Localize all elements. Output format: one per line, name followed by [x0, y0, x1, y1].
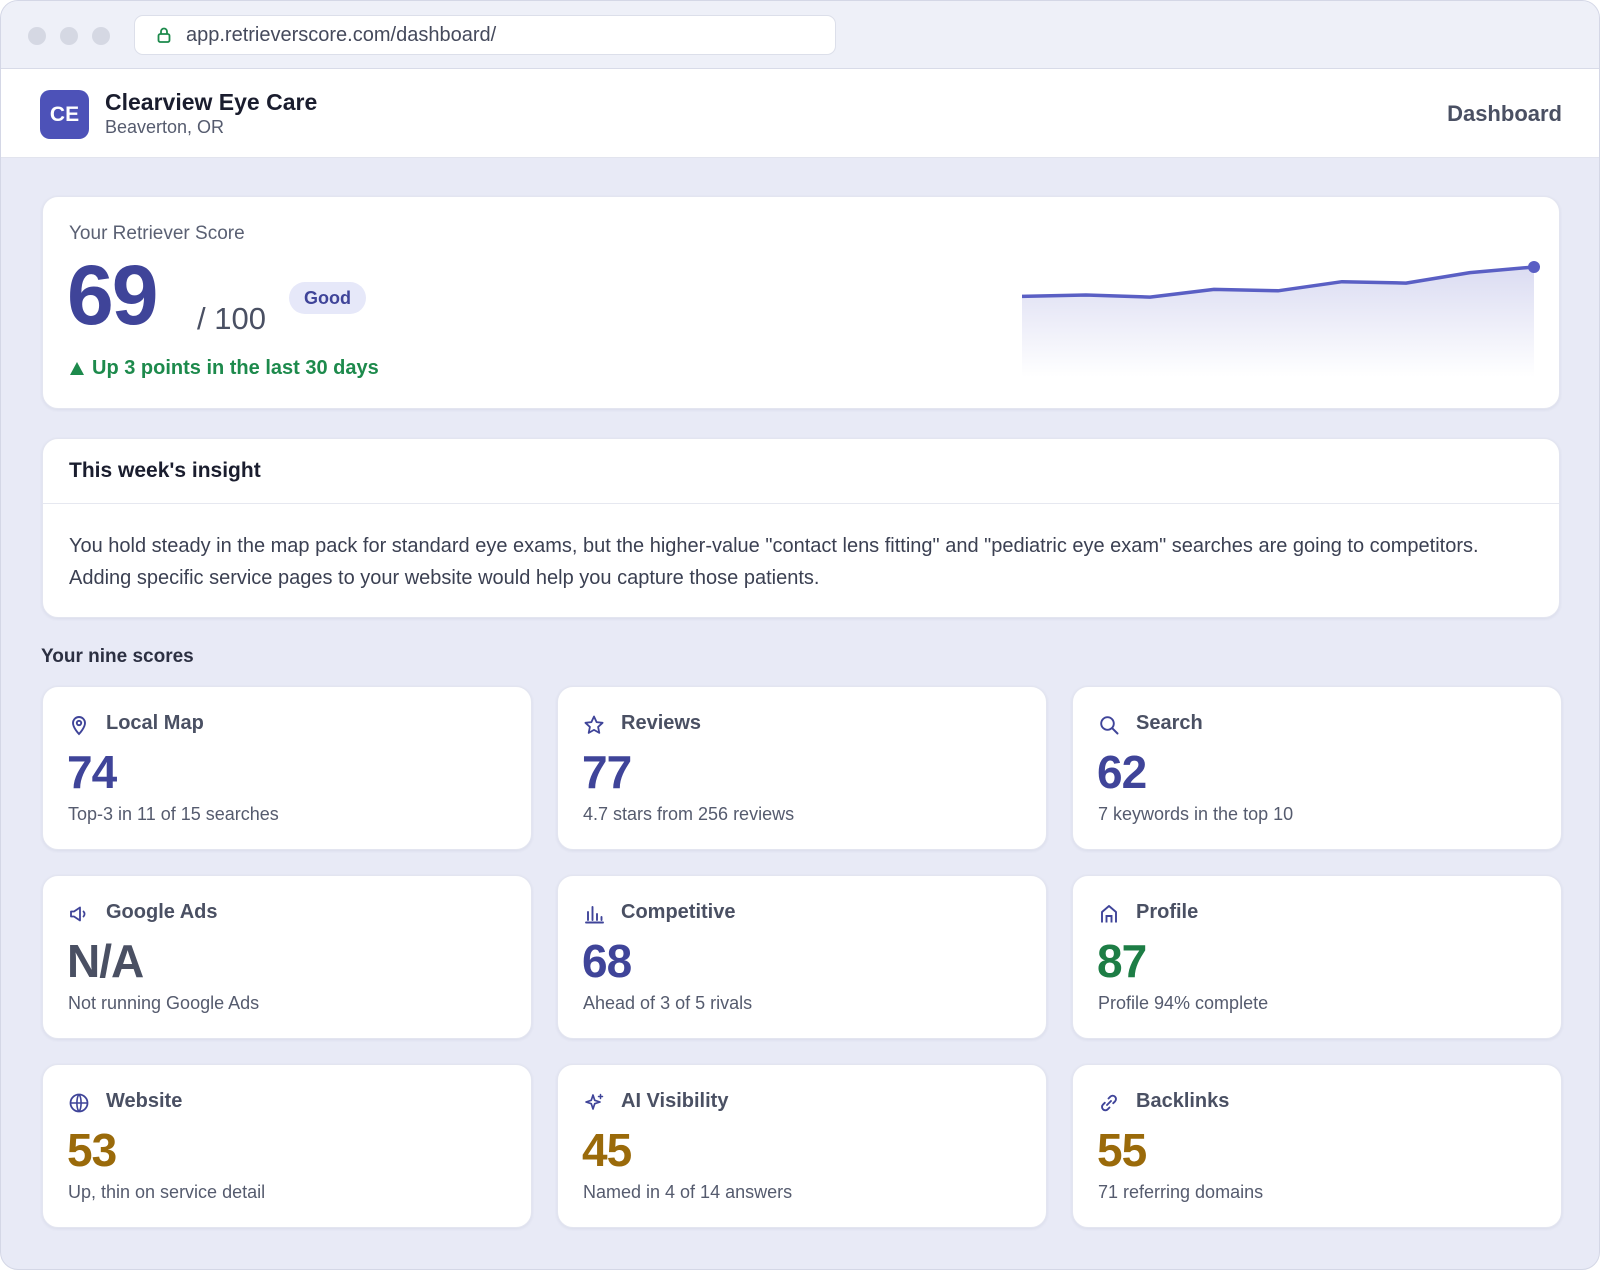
score-value: 45: [582, 1124, 632, 1176]
lock-icon: [157, 27, 171, 43]
score-description: Ahead of 3 of 5 rivals: [583, 993, 753, 1013]
score-total: / 100: [197, 301, 266, 336]
score-value: 74: [67, 746, 117, 798]
score-card-backlinks[interactable]: Backlinks 55 71 referring domains: [1072, 1064, 1562, 1228]
score-name: AI Visibility: [621, 1090, 729, 1112]
score-value: 68: [582, 935, 632, 987]
scores-section-title: Your nine scores: [41, 646, 194, 667]
score-name: Website: [106, 1090, 183, 1112]
score-name: Competitive: [621, 901, 736, 923]
retriever-score-card: Your Retriever Score 69 / 100 Good Up 3 …: [42, 196, 1560, 409]
sparkline-area: [1022, 267, 1534, 377]
score-label: Your Retriever Score: [69, 223, 245, 244]
business-name: Clearview Eye Care: [105, 89, 318, 115]
insight-divider: [43, 503, 1559, 504]
sparkline-line: [1022, 265, 1535, 299]
score-name: Local Map: [106, 712, 204, 734]
score-value: 62: [1097, 746, 1147, 798]
score-name: Profile: [1136, 901, 1199, 923]
star-icon: [584, 715, 604, 734]
score-description: 7 keywords in the top 10: [1098, 804, 1294, 824]
score-sparkline: [1022, 261, 1540, 377]
bar-chart-icon: [585, 906, 604, 924]
score-name: Google Ads: [106, 901, 218, 923]
score-description: Top-3 in 11 of 15 searches: [68, 804, 279, 824]
score-name: Reviews: [621, 712, 702, 734]
score-value: 69: [67, 248, 158, 342]
insight-text: You hold steady in the map pack for stan…: [69, 535, 1479, 589]
app-header: CE Clearview Eye Care Beaverton, OR Dash…: [1, 69, 1599, 158]
sparkle-icon: [585, 1093, 604, 1110]
score-description: Up, thin on service detail: [68, 1182, 266, 1202]
trend-up-icon: [70, 362, 84, 375]
business-avatar: CE: [40, 90, 89, 139]
score-value: 53: [67, 1124, 117, 1176]
score-name: Backlinks: [1136, 1090, 1230, 1112]
storefront-icon: [1101, 905, 1117, 923]
window-maximize-dot[interactable]: [92, 27, 110, 45]
url-text: app.retrieverscore.com/dashboard/: [186, 23, 497, 46]
score-description: Named in 4 of 14 answers: [583, 1182, 793, 1202]
score-name: Search: [1136, 712, 1203, 734]
score-card-local-map[interactable]: Local Map 74 Top-3 in 11 of 15 searches: [42, 686, 532, 850]
score-card-website[interactable]: Website 53 Up, thin on service detail: [42, 1064, 532, 1228]
sparkline-endpoint: [1528, 261, 1540, 273]
search-icon: [1100, 716, 1119, 735]
score-card-competitive[interactable]: Competitive 68 Ahead of 3 of 5 rivals: [557, 875, 1047, 1039]
score-trend-text: Up 3 points in the last 30 days: [92, 357, 379, 379]
megaphone-icon: [70, 906, 86, 922]
score-description: 4.7 stars from 256 reviews: [583, 804, 795, 824]
score-value: 77: [582, 746, 632, 798]
map-pin-icon: [72, 716, 86, 736]
score-value: N/A: [67, 935, 144, 987]
business-location: Beaverton, OR: [105, 117, 225, 137]
score-value: 55: [1097, 1124, 1147, 1176]
window-minimize-dot[interactable]: [60, 27, 78, 45]
insight-title: This week's insight: [69, 459, 261, 482]
score-status-badge: Good: [289, 282, 366, 314]
score-description: 71 referring domains: [1098, 1182, 1264, 1202]
browser-chrome: app.retrieverscore.com/dashboard/: [1, 1, 1599, 69]
score-card-ai-visibility[interactable]: AI Visibility 45 Named in 4 of 14 answers: [557, 1064, 1047, 1228]
weekly-insight-card: This week's insight You hold steady in t…: [42, 438, 1560, 618]
score-card-reviews[interactable]: Reviews 77 4.7 stars from 256 reviews: [557, 686, 1047, 850]
score-card-google-ads[interactable]: Google Ads N/A Not running Google Ads: [42, 875, 532, 1039]
score-description: Not running Google Ads: [68, 993, 260, 1013]
score-value: 87: [1097, 935, 1147, 987]
link-icon: [1101, 1094, 1117, 1112]
address-bar[interactable]: app.retrieverscore.com/dashboard/: [134, 15, 836, 55]
score-trend: Up 3 points in the last 30 days: [70, 357, 379, 380]
globe-icon: [69, 1093, 89, 1113]
score-card-search[interactable]: Search 62 7 keywords in the top 10: [1072, 686, 1562, 850]
dashboard-nav-link[interactable]: Dashboard: [1447, 101, 1562, 126]
window-close-dot[interactable]: [28, 27, 46, 45]
score-description: Profile 94% complete: [1098, 993, 1269, 1013]
score-card-profile[interactable]: Profile 87 Profile 94% complete: [1072, 875, 1562, 1039]
